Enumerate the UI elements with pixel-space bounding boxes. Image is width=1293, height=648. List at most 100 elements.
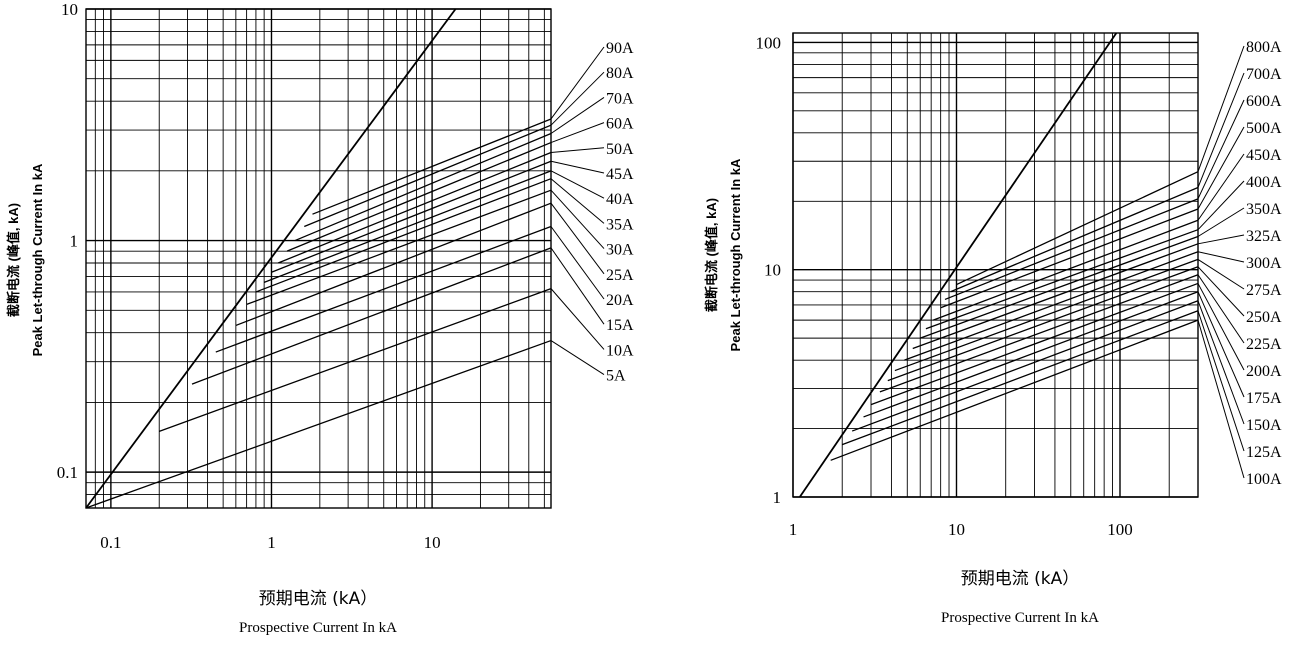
leader-line-40A — [550, 170, 605, 199]
chart-left: 5A 10A 15A 20A 25A 30A 35A 40A 45A 50A 60A 70A 80A 90… — [6, 0, 634, 636]
leader-line-20A — [550, 226, 605, 300]
chart-right: 100A 125A 150A 175A 200A 225A 250A 275A 300A 325A… — [704, 32, 1282, 626]
leader-line-400A — [1197, 180, 1245, 231]
leader-line-225A — [1197, 274, 1245, 344]
series-label-40A: 40A — [606, 191, 634, 208]
series-line-250A — [887, 266, 1199, 382]
leader-line-80A — [550, 71, 605, 126]
series-line-150A — [851, 300, 1199, 432]
leader-line-5A — [550, 340, 605, 376]
series-line-325A — [912, 243, 1199, 350]
plot-frame — [792, 32, 1199, 498]
y-tick-label: 10 — [764, 261, 781, 280]
leader-line-50A — [550, 147, 605, 154]
series-label-80A: 80A — [606, 65, 634, 82]
series-line-100A — [830, 319, 1199, 461]
series-label-60A: 60A — [606, 116, 634, 133]
leader-line-700A — [1197, 72, 1245, 188]
series-label-30A: 30A — [606, 242, 634, 259]
x-tick-label: 100 — [1107, 520, 1133, 539]
series-label-10A: 10A — [606, 342, 634, 359]
series-label-20A: 20A — [606, 292, 634, 309]
grid — [792, 33, 1199, 498]
leader-line-350A — [1197, 207, 1245, 237]
x-axis-title-en: Prospective Current In kA — [941, 610, 1099, 626]
series-line-30A — [246, 189, 552, 306]
series-line-70A — [294, 132, 552, 242]
leader-line-450A — [1197, 153, 1245, 221]
series-label-200A: 200A — [1246, 363, 1282, 380]
series-label-5A: 5A — [606, 368, 626, 385]
leader-line-15A — [550, 247, 605, 325]
series-label-800A: 800A — [1246, 39, 1282, 56]
series-line-400A — [925, 229, 1199, 330]
series-line-80A — [304, 124, 552, 228]
series-line-15A — [191, 247, 552, 385]
plot-frame — [85, 8, 552, 509]
y-axis-title-en: Peak Let-through Current In kA — [30, 163, 45, 356]
leader-line-100A — [1197, 319, 1245, 479]
y-tick-label: 10 — [61, 0, 78, 19]
y-axis-title-en: Peak Let-through Current In kA — [728, 158, 743, 351]
leader-line-275A — [1197, 258, 1245, 290]
leader-line-70A — [550, 96, 605, 134]
leader-line-25A — [550, 202, 605, 275]
series-line-90A — [312, 118, 552, 215]
leader-line-10A — [550, 288, 605, 350]
y-tick-label: 1 — [773, 488, 782, 507]
leader-line-300A — [1197, 251, 1245, 263]
leader-line-45A — [550, 160, 605, 174]
leader-line-200A — [1197, 283, 1245, 371]
x-axis-title-cn: 预期电流 (kA） — [259, 589, 378, 609]
x-tick-label: 0.1 — [100, 533, 121, 552]
x-tick-label: 1 — [789, 520, 798, 539]
y-tick-label: 0.1 — [57, 463, 78, 482]
series-label-50A: 50A — [606, 141, 634, 158]
series-label-275A: 275A — [1246, 282, 1282, 299]
series-label-600A: 600A — [1246, 93, 1282, 110]
y-tick-label: 100 — [756, 33, 782, 52]
series-label-175A: 175A — [1246, 390, 1282, 407]
series-label-400A: 400A — [1246, 174, 1282, 191]
y-tick-label: 1 — [70, 232, 79, 251]
series-line-800A — [956, 171, 1199, 286]
series-label-125A: 125A — [1246, 444, 1282, 461]
series-line-50A — [277, 151, 552, 264]
series-line-175A — [863, 291, 1199, 418]
series-line-500A — [940, 208, 1199, 309]
series-label-15A: 15A — [606, 317, 634, 334]
series-label-90A: 90A — [606, 40, 634, 57]
series-line-225A — [879, 274, 1199, 393]
x-tick-label: 1 — [267, 533, 276, 552]
series-label-325A: 325A — [1246, 228, 1282, 245]
series-label-150A: 150A — [1246, 417, 1282, 434]
series-line-60A — [286, 141, 552, 252]
grid — [85, 8, 551, 509]
x-tick-label: 10 — [948, 520, 965, 539]
series-label-35A: 35A — [606, 216, 634, 233]
series-label-300A: 300A — [1246, 255, 1282, 272]
series-line-125A — [841, 310, 1199, 446]
series-label-225A: 225A — [1246, 336, 1282, 353]
x-tick-label: 10 — [424, 533, 441, 552]
series-label-70A: 70A — [606, 90, 634, 107]
series-label-350A: 350A — [1246, 201, 1282, 218]
series-line-700A — [950, 186, 1199, 293]
series-line-350A — [920, 235, 1199, 339]
leader-line-800A — [1197, 45, 1245, 172]
series-label-25A: 25A — [606, 267, 634, 284]
leader-line-60A — [550, 122, 605, 144]
series-label-45A: 45A — [606, 166, 634, 183]
series-label-450A: 450A — [1246, 147, 1282, 164]
series-label-250A: 250A — [1246, 309, 1282, 326]
series-line-200A — [870, 282, 1199, 406]
leader-line-325A — [1197, 234, 1245, 245]
series-line-300A — [904, 251, 1199, 361]
series-line-600A — [944, 198, 1199, 301]
x-axis-title-cn: 预期电流 (kA） — [961, 569, 1080, 589]
leader-line-35A — [550, 178, 605, 224]
series-line-25A — [235, 202, 552, 327]
series-line-45A — [271, 160, 552, 273]
leader-line-90A — [550, 46, 605, 120]
limit-line — [799, 32, 1118, 498]
